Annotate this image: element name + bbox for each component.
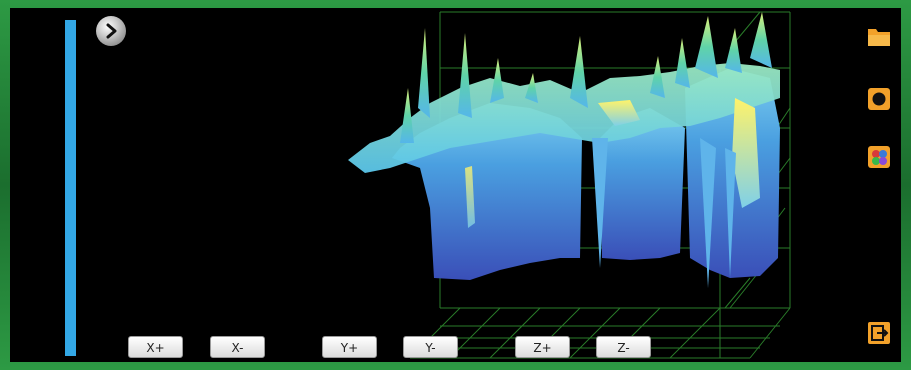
z-minus-button[interactable]: Z-	[596, 336, 651, 358]
x-plus-button[interactable]: X+	[128, 336, 183, 358]
3d-surface-plot[interactable]	[330, 8, 800, 362]
chevron-right-icon	[106, 23, 117, 39]
surface-top	[348, 63, 780, 173]
y-plus-button[interactable]: Y+	[322, 336, 377, 358]
surface-block-middle	[600, 108, 685, 260]
exit-icon	[868, 322, 890, 344]
y-minus-button[interactable]: Y-	[403, 336, 458, 358]
display-screen: X+ X- Y+ Y- Z+ Z-	[10, 8, 901, 362]
exit-button[interactable]	[866, 320, 892, 346]
surface-dips	[592, 138, 736, 288]
highlight-region	[732, 98, 760, 208]
highlight-region	[598, 100, 640, 126]
z-plus-button[interactable]: Z+	[515, 336, 570, 358]
color-palette-icon	[868, 146, 890, 168]
open-file-button[interactable]	[866, 24, 892, 50]
record-icon	[868, 88, 890, 110]
surface-spikes	[400, 12, 772, 143]
x-minus-button[interactable]: X-	[210, 336, 265, 358]
record-button[interactable]	[866, 86, 892, 112]
highlight-region	[465, 166, 475, 228]
color-palette-button[interactable]	[866, 144, 892, 170]
expand-button[interactable]	[96, 16, 126, 46]
level-bar[interactable]	[65, 20, 76, 356]
folder-icon	[868, 29, 890, 46]
